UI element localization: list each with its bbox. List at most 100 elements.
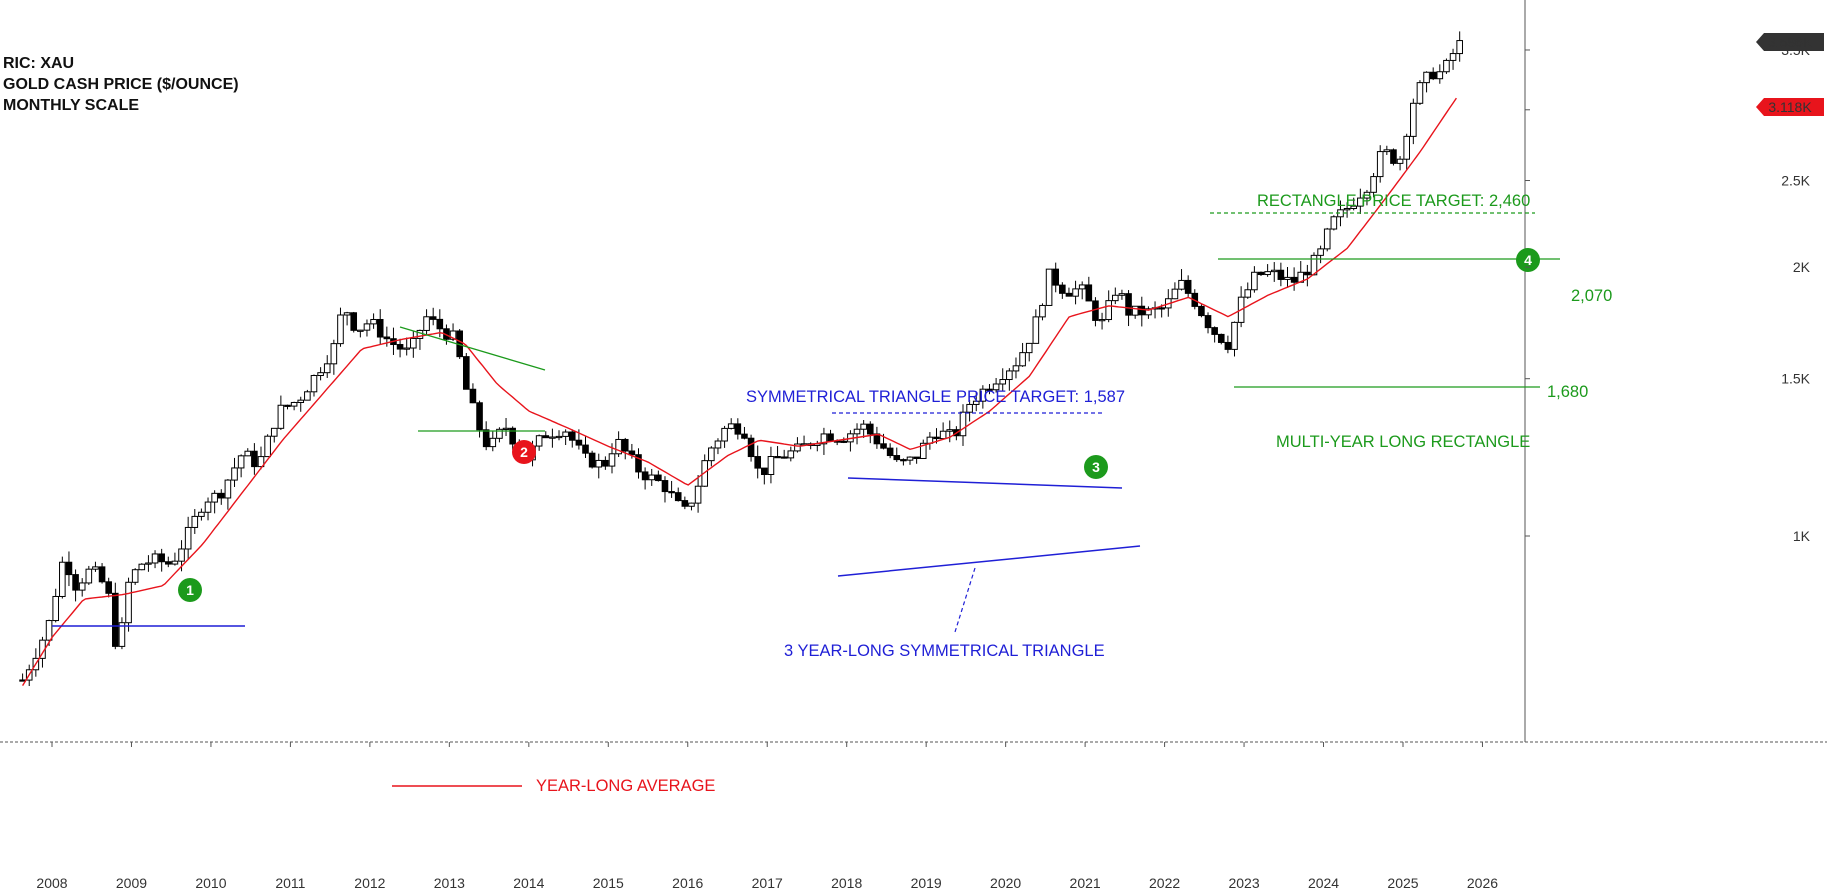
candle-body — [986, 388, 993, 391]
candle-body — [1317, 248, 1324, 256]
candle-body — [403, 347, 411, 350]
triangle-target-label: SYMMETRICAL TRIANGLE PRICE TARGET: 1,587 — [746, 388, 1125, 406]
pennant-top-line — [399, 326, 546, 371]
candle-body — [946, 429, 954, 432]
candle-body — [787, 450, 795, 459]
candle-body — [383, 336, 391, 340]
x-tick-label: 2022 — [1149, 875, 1180, 891]
candle-body — [1443, 59, 1450, 73]
average-price-label: 3.118K — [1768, 99, 1812, 115]
candle-body — [549, 436, 556, 439]
candle-body — [1403, 135, 1410, 160]
candle-body — [1277, 269, 1285, 280]
candle-body — [237, 455, 245, 469]
candle-body — [1204, 315, 1212, 329]
candle-body — [191, 515, 199, 528]
candle-body — [1363, 191, 1371, 199]
candle-body — [1456, 40, 1463, 55]
candle-body — [19, 679, 26, 682]
candle-body — [1410, 102, 1417, 137]
candle-body — [1217, 333, 1225, 343]
candle-body — [376, 318, 384, 338]
candle-body — [251, 450, 258, 468]
candle-body — [1171, 288, 1179, 300]
candle-body — [688, 502, 695, 507]
x-tick-label: 2014 — [513, 875, 544, 891]
candle-body — [270, 427, 278, 437]
candle-body — [608, 453, 616, 467]
candle-body — [820, 433, 828, 445]
candle-body — [880, 443, 887, 449]
badge-1-number: 1 — [186, 582, 194, 598]
average-series — [22, 97, 1457, 686]
candle-body — [979, 388, 987, 402]
candle-body — [363, 323, 371, 331]
last-price-label: 3.586K — [1768, 34, 1813, 50]
candle-body — [668, 491, 675, 494]
candle-body — [463, 356, 470, 390]
badge-4-circle — [1516, 248, 1540, 272]
x-tick-label: 2023 — [1228, 875, 1259, 891]
candle-body — [1383, 149, 1391, 153]
average-legend-label: YEAR-LONG AVERAGE — [536, 777, 715, 795]
candle-body — [1178, 279, 1185, 290]
candle-body — [131, 569, 139, 583]
candle-body — [727, 423, 735, 429]
badge-1-circle — [178, 578, 202, 602]
candle-body — [1257, 271, 1265, 276]
candle-body — [966, 403, 973, 413]
last-price-tag — [1756, 33, 1824, 51]
x-tick-label: 2009 — [116, 875, 147, 891]
x-tick-label: 2008 — [36, 875, 67, 891]
candle-body — [423, 316, 430, 331]
header-scale: MONTHLY SCALE — [3, 97, 140, 114]
triangle-top-line — [847, 477, 1123, 489]
candle-body — [204, 501, 212, 513]
candle-body — [714, 440, 722, 449]
candle-body — [1436, 71, 1444, 80]
candle-body — [595, 459, 603, 468]
candle-body — [184, 526, 192, 550]
y-tick-label: 1K — [1793, 528, 1811, 544]
candle-body — [582, 444, 589, 454]
candle-body — [1343, 207, 1351, 211]
candle-body — [138, 563, 146, 571]
candle-body — [482, 429, 490, 448]
candle-body — [761, 467, 768, 475]
x-tick-label: 2019 — [911, 875, 942, 891]
candle-body — [1416, 82, 1424, 104]
y-tick-label: 1.5K — [1781, 371, 1810, 387]
candle-body — [310, 375, 318, 393]
candle-body — [635, 454, 642, 473]
candle-body — [178, 548, 185, 562]
candle-body — [1032, 316, 1040, 344]
candle-body — [217, 492, 225, 499]
candle-body — [747, 437, 755, 458]
candle-body — [919, 442, 927, 459]
x-tick-label: 2015 — [593, 875, 624, 891]
x-tick-label: 2020 — [990, 875, 1021, 891]
candle-body — [1376, 151, 1384, 178]
candle-body — [1231, 321, 1238, 350]
candle-body — [509, 427, 516, 445]
candle-body — [1012, 365, 1020, 372]
triangle-bottom-line — [837, 545, 1141, 577]
candle-body — [436, 318, 444, 330]
candle-body — [211, 492, 218, 503]
header-ric: RIC: XAU — [3, 55, 75, 72]
candle-body — [959, 411, 967, 437]
candle-body — [1098, 319, 1106, 322]
x-tick-label: 2012 — [354, 875, 385, 891]
badge-3-number: 3 — [1092, 459, 1100, 475]
candle-body — [1304, 271, 1311, 276]
candle-body — [615, 438, 622, 455]
candle-body — [972, 400, 980, 405]
candle-body — [98, 566, 106, 583]
candle-body — [853, 428, 861, 435]
candle-body — [621, 438, 629, 452]
candle-body — [641, 471, 649, 481]
x-tick-label: 2018 — [831, 875, 862, 891]
candle-body — [118, 622, 126, 647]
candle-body — [1085, 284, 1093, 302]
